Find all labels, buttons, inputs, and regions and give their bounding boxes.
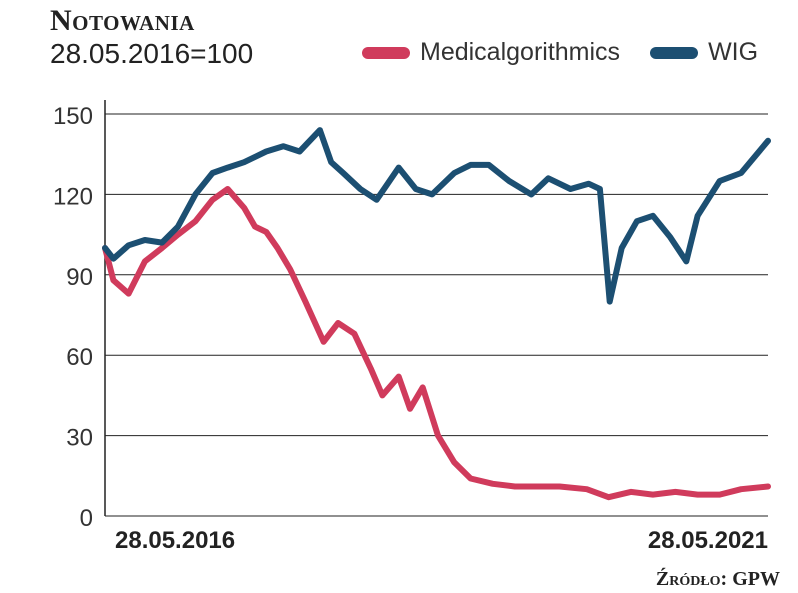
y-tick-label-120: 120	[53, 183, 93, 210]
legend-swatch-medicalgorithmics	[362, 46, 410, 59]
chart-subtitle: 28.05.2016=100	[50, 38, 254, 69]
chart-legend: Medicalgorithmics WIG	[362, 38, 788, 67]
y-tick-label-150: 150	[53, 103, 93, 130]
x-tick-label-end: 28.05.2021	[648, 527, 768, 554]
legend-label-wig: WIG	[708, 38, 759, 66]
legend-label-medicalgorithmics: Medicalgorithmics	[420, 38, 621, 66]
legend-swatch-wig	[650, 46, 699, 59]
legend-item-medicalgorithmics: Medicalgorithmics	[362, 38, 620, 67]
legend-item-wig: WIG	[650, 38, 758, 67]
series-line-medicalgorithmics	[102, 186, 771, 501]
y-tick-label-60: 60	[66, 344, 93, 371]
x-tick-label-start: 28.05.2016	[115, 527, 235, 554]
chart-title: Notowania	[50, 4, 195, 37]
y-tick-label-30: 30	[66, 425, 93, 452]
y-tick-label-90: 90	[66, 264, 93, 291]
y-tick-label-0: 0	[80, 505, 93, 532]
series-line-wig	[102, 127, 771, 305]
source-note: Źródło: GPW	[655, 568, 780, 590]
